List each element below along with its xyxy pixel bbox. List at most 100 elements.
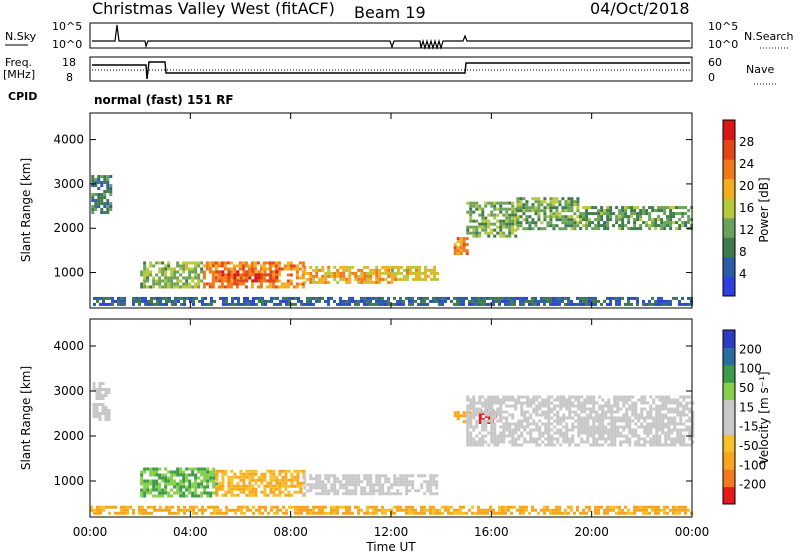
velocity-echo-cell (469, 443, 473, 447)
power-echo-cell (339, 296, 342, 300)
velocity-echo-cell (245, 475, 249, 479)
power-echo-cell (489, 296, 492, 300)
power-echo-cell (150, 302, 153, 306)
power-echo-cell (201, 296, 204, 300)
velocity-echo-cell (675, 511, 678, 515)
velocity-echo-cell (218, 484, 222, 488)
power-echo-cell (642, 206, 646, 210)
power-echo-cell (474, 302, 477, 306)
nave-tick-bottom: 0 (708, 71, 715, 84)
power-echo-cell (508, 231, 512, 235)
velocity-echo-cell (251, 484, 255, 488)
velocity-echo-cell (637, 434, 641, 438)
power-echo-cell (672, 206, 676, 210)
velocity-echo-cell (667, 437, 671, 441)
power-echo-cell (188, 276, 192, 280)
power-echo-cell (642, 302, 645, 306)
velocity-echo-cell (309, 483, 313, 487)
velocity-echo-cell (107, 409, 111, 412)
velocity-echo-cell (212, 479, 216, 483)
velocity-echo-cell (607, 404, 611, 408)
velocity-echo-cell (140, 470, 144, 474)
velocity-echo-cell (104, 406, 108, 409)
velocity-echo-cell (511, 422, 515, 426)
power-echo-cell (576, 203, 580, 207)
velocity-echo-cell (499, 404, 503, 408)
power-echo-cell (570, 221, 574, 225)
power-echo-cell (456, 252, 460, 256)
power-echo-cell (633, 224, 637, 228)
velocity-echo-cell (490, 416, 494, 420)
power-echo-cell (289, 273, 293, 277)
power-echo-cell (480, 302, 483, 306)
power-echo-cell (375, 280, 379, 284)
velocity-echo-cell (203, 476, 207, 480)
power-echo-cell (339, 271, 343, 275)
velocity-echo-cell (272, 469, 276, 473)
power-echo-cell (609, 302, 612, 306)
velocity-echo-cell (586, 413, 590, 417)
power-echo-cell (138, 299, 141, 303)
velocity-echo-cell (224, 490, 228, 494)
velocity-echo-cell (162, 508, 165, 512)
power-echo-cell (372, 302, 375, 306)
velocity-echo-cell (511, 428, 515, 432)
velocity-echo-cell (682, 395, 686, 399)
power-echo-cell (103, 190, 107, 194)
power-echo-cell (403, 274, 406, 278)
velocity-echo-cell (472, 404, 476, 408)
velocity-echo-cell (254, 490, 258, 494)
velocity-echo-cell (167, 479, 171, 483)
power-echo-cell (459, 246, 463, 250)
velocity-echo-cell (312, 483, 316, 487)
velocity-echo-cell (490, 404, 494, 408)
velocity-echo-cell (221, 493, 225, 497)
power-echo-cell (132, 296, 135, 300)
power-echo-cell (194, 261, 198, 265)
velocity-echo-cell (523, 437, 527, 441)
velocity-echo-cell (342, 486, 346, 490)
velocity-echo-cell (502, 428, 506, 432)
velocity-echo-cell (179, 479, 183, 483)
velocity-echo-cell (360, 508, 363, 512)
power-echo-cell (396, 299, 399, 303)
power-echo-cell (309, 265, 313, 269)
power-echo-cell (484, 231, 488, 235)
velocity-echo-cell (180, 508, 183, 512)
velocity-echo-cell (601, 404, 605, 408)
power-echo-cell (235, 282, 239, 286)
power-echo-cell (561, 218, 565, 222)
velocity-echo-cell (672, 508, 675, 512)
power-echo-cell (100, 175, 104, 179)
power-echo-cell (369, 268, 373, 272)
power-echo-cell (306, 277, 310, 281)
velocity-echo-cell (661, 428, 665, 432)
power-echo-cell (179, 264, 183, 268)
power-echo-cell (660, 224, 664, 228)
power-echo-cell (522, 296, 525, 300)
velocity-echo-cell (296, 469, 300, 473)
power-echo-cell (378, 302, 381, 306)
power-echo-cell (105, 302, 108, 306)
power-echo-cell (391, 277, 394, 281)
power-echo-cell (167, 267, 171, 271)
power-echo-cell (561, 221, 565, 225)
power-echo-cell (245, 273, 249, 277)
power-echo-cell (185, 264, 189, 268)
power-echo-cell (642, 299, 645, 303)
velocity-echo-cell (643, 428, 647, 432)
power-echo-cell (223, 285, 227, 289)
velocity-echo-cell (658, 425, 662, 429)
power-echo-cell (179, 267, 183, 271)
power-echo-cell (180, 296, 183, 300)
velocity-echo-cell (324, 489, 328, 493)
velocity-echo-cell (191, 467, 195, 471)
power-echo-cell (478, 207, 482, 211)
power-echo-cell (149, 285, 153, 289)
power-echo-cell (348, 265, 352, 269)
velocity-echo-cell (649, 437, 653, 441)
power-echo-cell (496, 213, 500, 217)
velocity-echo-cell (155, 494, 159, 498)
velocity-echo-cell (535, 437, 539, 441)
velocity-echo-cell (140, 488, 144, 492)
